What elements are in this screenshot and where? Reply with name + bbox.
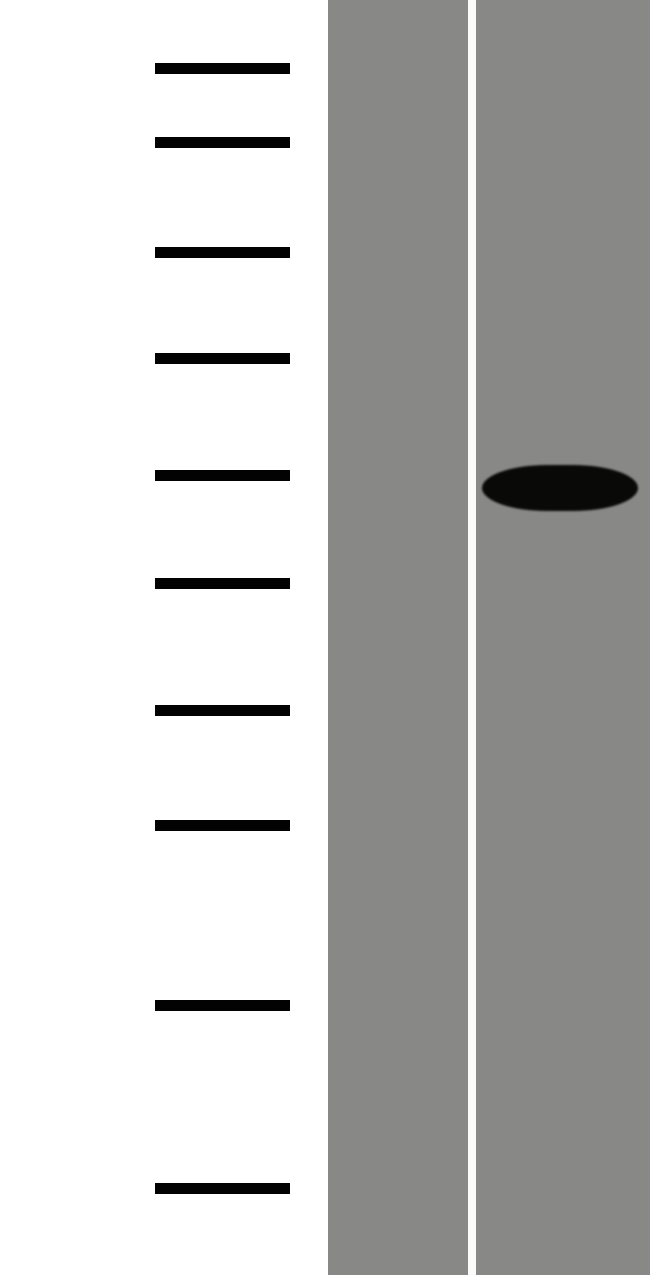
ladder-marker-tick — [155, 137, 290, 148]
ladder-marker-tick — [155, 247, 290, 258]
ladder-marker-tick — [155, 705, 290, 716]
blot-membrane — [328, 0, 650, 1275]
protein-band — [482, 465, 638, 511]
lane-divider — [468, 0, 476, 1275]
ladder-marker-tick — [155, 820, 290, 831]
ladder-marker-tick — [155, 1000, 290, 1011]
ladder-marker-tick — [155, 578, 290, 589]
ladder-marker-tick — [155, 1183, 290, 1194]
ladder-marker-tick — [155, 63, 290, 74]
ladder-marker-tick — [155, 470, 290, 481]
western-blot-figure: 17013010070554035251510 — [0, 0, 650, 1275]
ladder-marker-tick — [155, 353, 290, 364]
